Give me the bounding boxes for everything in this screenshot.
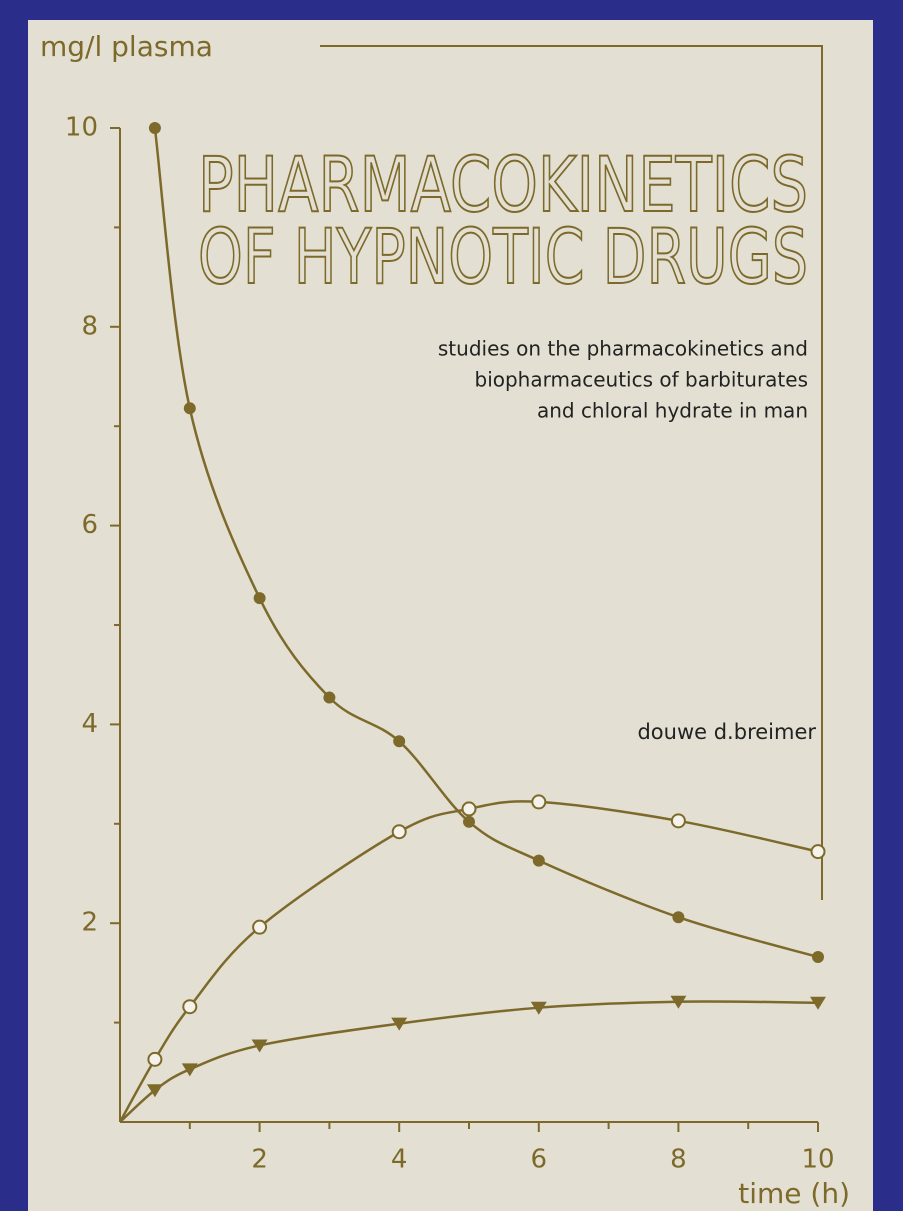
x-axis-label: time (h) bbox=[738, 1177, 850, 1210]
data-point bbox=[463, 816, 475, 828]
data-point bbox=[149, 122, 161, 134]
y-tick-label: 8 bbox=[81, 311, 98, 341]
data-point bbox=[393, 735, 405, 747]
subtitle-line: biopharmaceutics of barbiturates bbox=[475, 368, 809, 392]
x-tick-label: 4 bbox=[391, 1145, 408, 1175]
y-tick-label: 10 bbox=[65, 113, 98, 143]
data-point bbox=[532, 795, 545, 808]
data-point bbox=[393, 825, 406, 838]
data-point bbox=[463, 802, 476, 815]
x-tick-label: 2 bbox=[251, 1145, 268, 1175]
data-point bbox=[148, 1053, 161, 1066]
data-point bbox=[812, 951, 824, 963]
data-point bbox=[183, 1000, 196, 1013]
data-point bbox=[672, 911, 684, 923]
y-axis-label: mg/l plasma bbox=[40, 30, 213, 63]
data-point bbox=[254, 592, 266, 604]
x-tick-label: 6 bbox=[531, 1145, 548, 1175]
author: douwe d.breimer bbox=[637, 720, 816, 744]
page: mg/l plasma time (h) PHARMACOKINETICS OF… bbox=[0, 0, 903, 1211]
title-line: OF HYPNOTIC DRUGS bbox=[198, 212, 808, 301]
y-tick-label: 4 bbox=[81, 709, 98, 739]
data-point bbox=[533, 855, 545, 867]
data-point bbox=[812, 845, 825, 858]
x-tick-label: 10 bbox=[801, 1145, 834, 1175]
x-tick-label: 8 bbox=[670, 1145, 687, 1175]
subtitle-line: and chloral hydrate in man bbox=[537, 399, 808, 423]
data-point bbox=[253, 921, 266, 934]
data-point bbox=[323, 692, 335, 704]
subtitle-line: studies on the pharmacokinetics and bbox=[438, 337, 808, 361]
y-tick-label: 2 bbox=[81, 908, 98, 938]
cover: mg/l plasma time (h) PHARMACOKINETICS OF… bbox=[0, 0, 903, 1211]
data-point bbox=[672, 814, 685, 827]
y-tick-label: 6 bbox=[81, 510, 98, 540]
data-point bbox=[184, 402, 196, 414]
